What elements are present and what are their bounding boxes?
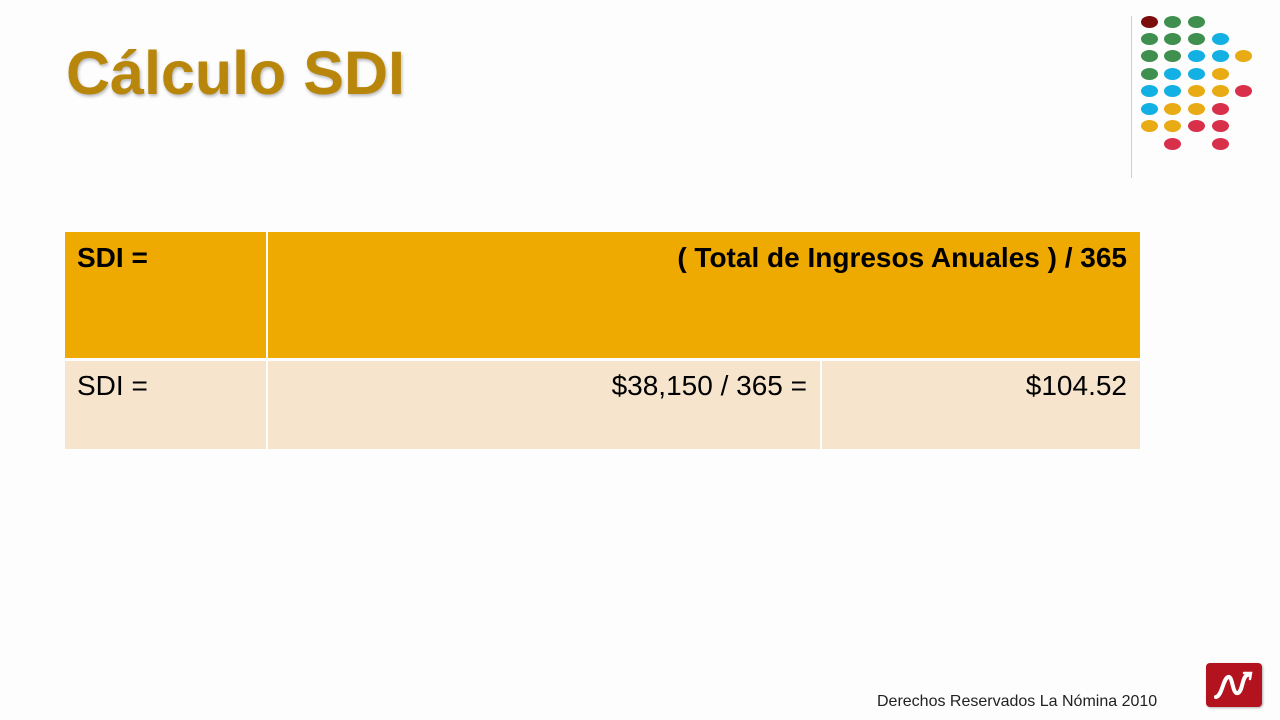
slide-title: Cálculo SDI bbox=[66, 39, 405, 107]
decoration-dot bbox=[1212, 85, 1229, 97]
decoration-dot bbox=[1164, 120, 1181, 132]
header-formula-cell: ( Total de Ingresos Anuales ) / 365 bbox=[268, 232, 1140, 358]
decoration-dot bbox=[1164, 85, 1181, 97]
footer-copyright: Derechos Reservados La Nómina 2010 bbox=[877, 693, 1158, 710]
decoration-dot bbox=[1164, 33, 1181, 45]
decoration-dot bbox=[1141, 103, 1158, 115]
decoration-dot bbox=[1141, 50, 1158, 62]
decoration-dot bbox=[1188, 103, 1205, 115]
decoration-dot bbox=[1164, 50, 1181, 62]
decoration-dot bbox=[1212, 138, 1229, 150]
decoration-dot bbox=[1212, 50, 1229, 62]
row-calculation-cell: $38,150 / 365 = bbox=[268, 361, 820, 449]
decoration-dot bbox=[1235, 85, 1252, 97]
decoration-dot bbox=[1164, 138, 1181, 150]
decoration-divider bbox=[1131, 16, 1132, 178]
decoration-dot bbox=[1188, 16, 1205, 28]
row-result-cell: $104.52 bbox=[822, 361, 1140, 449]
decoration-dot bbox=[1141, 68, 1158, 80]
decoration-dot bbox=[1188, 120, 1205, 132]
decoration-dot bbox=[1212, 103, 1229, 115]
decoration-dot bbox=[1188, 50, 1205, 62]
decoration-dot bbox=[1164, 103, 1181, 115]
sdi-calculation-table: SDI = ( Total de Ingresos Anuales ) / 36… bbox=[65, 232, 1140, 449]
decoration-dot bbox=[1164, 68, 1181, 80]
decoration-dot bbox=[1188, 33, 1205, 45]
row-label-cell: SDI = bbox=[65, 361, 266, 449]
decoration-dot bbox=[1188, 68, 1205, 80]
decoration-dot bbox=[1141, 85, 1158, 97]
dot-grid-decoration bbox=[1131, 16, 1261, 178]
decoration-dot bbox=[1141, 16, 1158, 28]
decoration-dot bbox=[1188, 85, 1205, 97]
decoration-dot bbox=[1212, 68, 1229, 80]
decoration-dot bbox=[1164, 16, 1181, 28]
decoration-dot bbox=[1141, 120, 1158, 132]
decoration-dot bbox=[1212, 33, 1229, 45]
header-label-cell: SDI = bbox=[65, 232, 266, 358]
decoration-dot bbox=[1141, 33, 1158, 45]
decoration-dot bbox=[1212, 120, 1229, 132]
decoration-dot bbox=[1235, 50, 1252, 62]
la-nomina-logo-icon bbox=[1206, 663, 1262, 707]
